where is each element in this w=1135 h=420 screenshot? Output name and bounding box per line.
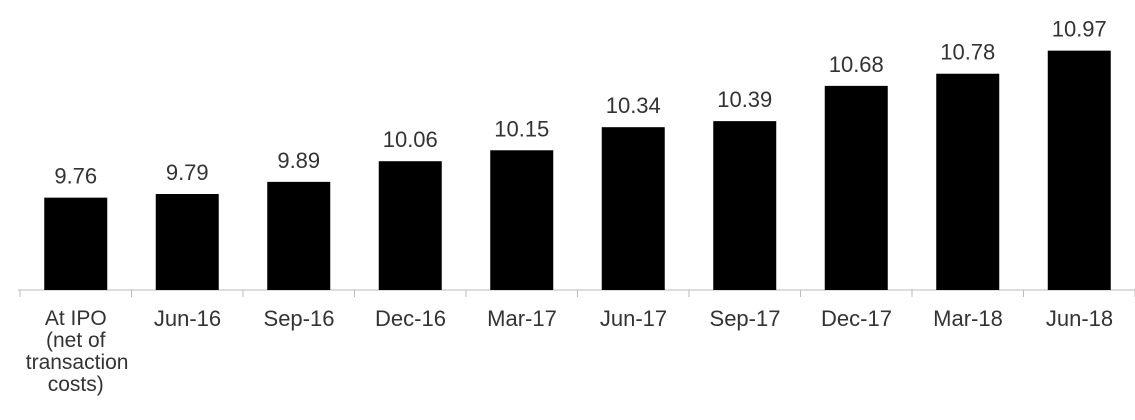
value-label: 9.89 bbox=[277, 148, 320, 173]
bar bbox=[824, 85, 888, 290]
x-tick-label: Jun-16 bbox=[153, 306, 222, 331]
x-tick-label: Dec-16 bbox=[375, 306, 446, 331]
bar bbox=[713, 121, 777, 291]
x-tick-label: Jun-17 bbox=[599, 306, 668, 331]
x-tick-label: Dec-17 bbox=[821, 306, 892, 331]
x-tick-label: Jun-18 bbox=[1045, 306, 1114, 331]
value-label: 10.15 bbox=[494, 116, 549, 141]
bar bbox=[1047, 50, 1111, 290]
bar bbox=[44, 197, 108, 290]
x-tick-label: Mar-17 bbox=[487, 306, 557, 331]
bar bbox=[490, 150, 554, 290]
bar bbox=[267, 181, 331, 290]
value-label: 10.97 bbox=[1052, 17, 1107, 42]
x-tick-label: Sep-17 bbox=[709, 306, 781, 331]
bar bbox=[601, 127, 665, 290]
value-label: 10.06 bbox=[383, 127, 438, 152]
bar bbox=[155, 194, 219, 290]
bar bbox=[936, 73, 1000, 290]
value-label: 9.79 bbox=[166, 160, 209, 185]
value-label: 10.34 bbox=[606, 93, 661, 118]
x-tick-label: Sep-16 bbox=[263, 306, 335, 331]
value-label: 10.68 bbox=[829, 52, 884, 77]
x-tick-label: At IPO (net of transaction costs) bbox=[25, 307, 129, 397]
value-label: 9.76 bbox=[54, 164, 97, 189]
bar bbox=[378, 161, 442, 290]
value-label: 10.39 bbox=[717, 87, 772, 112]
x-tick-label: Mar-18 bbox=[933, 306, 1003, 331]
value-label: 10.78 bbox=[940, 40, 995, 65]
